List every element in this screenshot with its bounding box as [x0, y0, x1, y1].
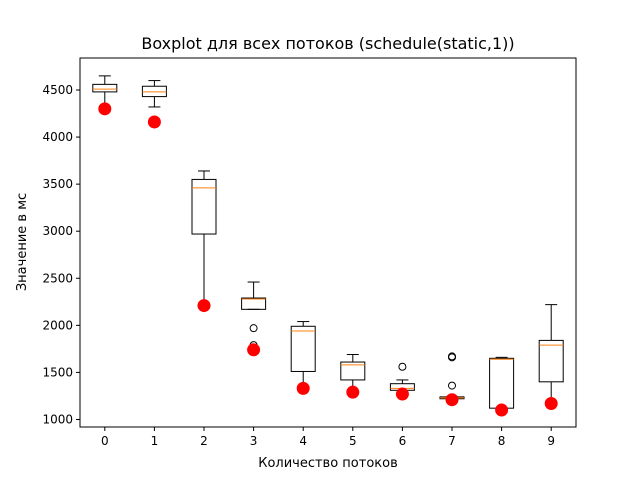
box-iqr: [340, 361, 366, 381]
x-tick-label: 1: [151, 434, 159, 448]
box-iqr: [538, 339, 564, 383]
box-iqr: [290, 325, 316, 372]
red-marker-point: [445, 393, 459, 407]
red-marker-point: [346, 385, 360, 399]
box-iqr: [191, 178, 217, 235]
x-tick-label: 6: [399, 434, 407, 448]
y-tick-label: 2500: [42, 271, 73, 285]
box-group-9: [538, 304, 564, 404]
y-tick-label: 4500: [42, 83, 73, 97]
box-iqr: [241, 297, 267, 310]
y-tick-label: 2000: [42, 318, 73, 332]
x-axis: 0 1 2 3 4 5 6 7 8 9: [101, 427, 555, 448]
y-tick-label: 1000: [42, 412, 73, 426]
x-axis-label: Количество потоков: [258, 456, 398, 471]
x-tick-label: 4: [299, 434, 307, 448]
outlier-point: [448, 352, 456, 361]
outlier-point: [249, 324, 258, 333]
y-tick-label: 3000: [42, 224, 73, 238]
red-marker-point: [395, 387, 409, 401]
chart-marks: [92, 75, 564, 417]
box-iqr: [92, 83, 118, 93]
x-tick-label: 9: [547, 434, 555, 448]
x-tick-label: 2: [200, 434, 208, 448]
axes-frame: [79, 57, 577, 428]
y-axis-label: Значение в мс: [15, 193, 30, 291]
red-marker-point: [544, 396, 558, 410]
y-axis: 1000 1500 2000 2500 3000 3500 4000 4500: [42, 83, 80, 426]
y-tick-label: 3500: [42, 177, 73, 191]
red-marker-point: [98, 102, 112, 116]
y-tick-label: 4000: [42, 130, 73, 144]
red-marker-point: [147, 115, 161, 129]
x-tick-label: 5: [349, 434, 357, 448]
box-group-1: [141, 80, 167, 127]
outlier-point: [398, 362, 407, 371]
x-tick-label: 3: [250, 434, 258, 448]
red-marker-point: [296, 381, 310, 395]
y-tick-label: 1500: [42, 365, 73, 379]
x-tick-label: 0: [101, 434, 109, 448]
chart-title: Boxplot для всех потоков (schedule(stati…: [141, 34, 514, 53]
red-marker-point: [197, 299, 211, 313]
outlier-point: [448, 381, 456, 390]
red-marker-point: [495, 403, 509, 417]
x-tick-label: 7: [448, 434, 456, 448]
red-marker-point: [247, 343, 261, 357]
x-tick-label: 8: [498, 434, 506, 448]
